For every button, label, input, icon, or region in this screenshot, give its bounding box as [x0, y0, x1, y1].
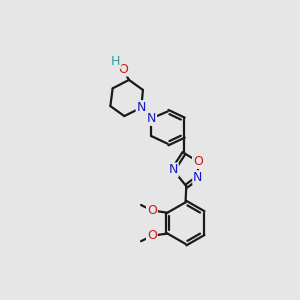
Text: O: O — [147, 229, 157, 242]
Text: N: N — [168, 164, 178, 176]
Text: N: N — [147, 112, 156, 125]
Text: O: O — [193, 155, 203, 168]
Text: O: O — [147, 204, 157, 217]
Text: N: N — [193, 171, 203, 184]
Text: O: O — [118, 63, 128, 76]
Text: N: N — [137, 101, 146, 114]
Text: H: H — [111, 55, 121, 68]
